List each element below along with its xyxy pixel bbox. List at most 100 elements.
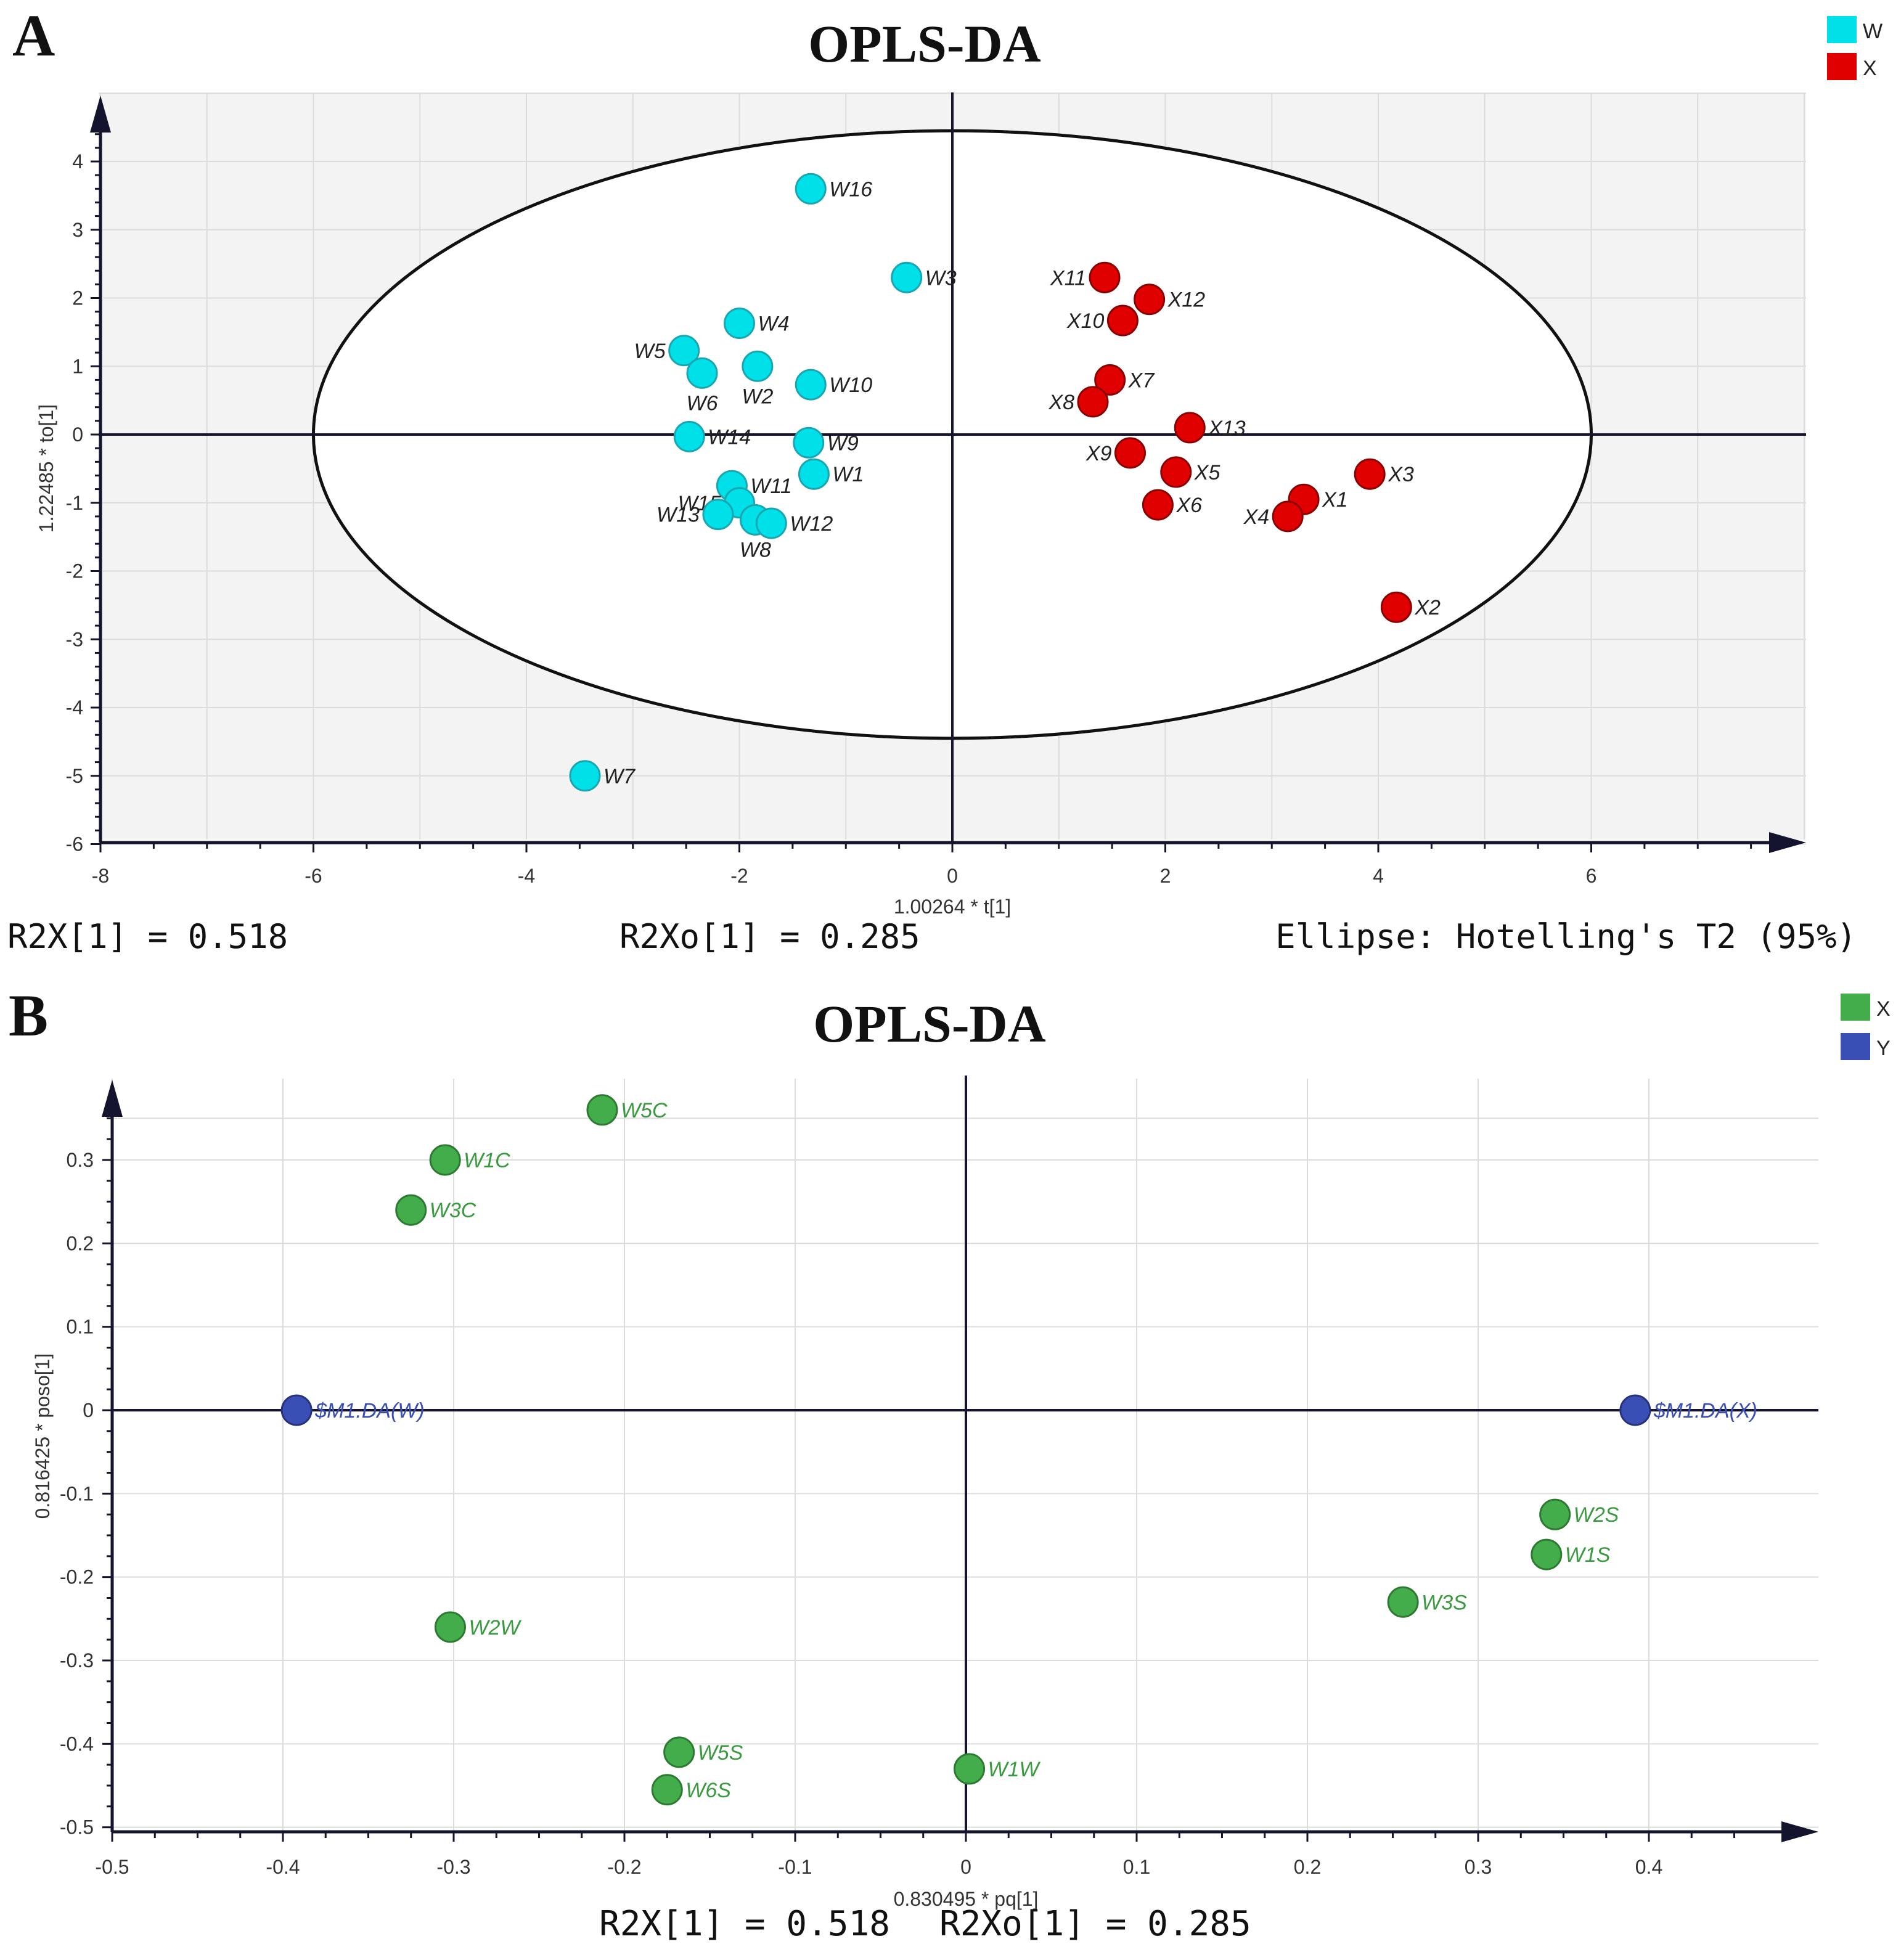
legend-x-swatch [1827,53,1857,80]
point-w9: W9 [793,427,859,459]
point-x2: X2 [1380,591,1441,623]
marker-w1s [1531,1538,1563,1570]
point-w6s: W6S [651,1774,731,1806]
marker-x7 [1094,364,1126,396]
y-tick-label: -0.1 [60,1482,94,1505]
point-x8: X8 [1048,386,1109,418]
panel-b-title: OPLS-DA [813,994,1045,1053]
panel-a-r2x: R2X[1] = 0.518 [7,917,288,956]
point-w3s: W3S [1387,1586,1467,1618]
marker-w2 [742,350,774,382]
point-x9: X9 [1085,437,1146,469]
point-x7: X7 [1094,364,1155,396]
marker-w5 [668,335,700,367]
point-w5s: W5S [663,1736,743,1768]
panel-b-r2x: R2X[1] = 0.518 [599,1904,890,1944]
marker-w14 [673,420,705,452]
point-w14: W14 [673,420,751,452]
marker-w10 [795,369,827,401]
point-w12: W12 [755,507,833,539]
panel-a-ticks: -8 -6 -4 -2 0 2 4 6 -6 -5 -4 -3 -2 -1 0 1 2 3 4 [66,133,1752,887]
panel-a-y-axis-label: 1.22485 * to[1] [35,404,57,533]
y-tick-label: -3 [66,628,83,650]
legend-w-swatch [1827,16,1857,43]
x-tick-label: 0.2 [1294,1856,1321,1878]
label-w2w: W2W [468,1616,521,1639]
label-x11: X11 [1050,266,1086,290]
marker-x4 [1272,500,1304,533]
point-x6: X6 [1142,489,1202,521]
x-tick-label: 2 [1160,865,1171,887]
y-tick-label: -4 [66,696,83,719]
label-x3: X3 [1388,463,1414,486]
panel-b: B OPLS-DA X Y -0.5 -0.4 -0.3 -0.2 -0.1 0 0.1 0.… [9,982,1891,1944]
point-x12: X12 [1134,284,1205,316]
point-w4: W4 [724,307,790,339]
label-w1c: W1C [464,1149,510,1172]
x-tick-label: -4 [518,865,535,887]
y-tick-label: 3 [72,219,83,241]
label-x8: X8 [1048,391,1074,414]
marker-x11 [1089,261,1121,293]
y-tick-label: -0.4 [60,1733,94,1755]
label-w8: W8 [740,538,771,561]
marker-x9 [1114,437,1146,469]
label-x1: X1 [1322,488,1348,512]
y-tick-label: 1 [72,355,83,377]
marker-w13 [702,499,734,531]
x-tick-label: -6 [305,865,322,887]
panel-b-letter: B [9,982,48,1048]
point-w3: W3 [891,261,957,293]
x-tick-label: -0.3 [436,1856,470,1878]
marker--m1-da-x- [1619,1394,1651,1426]
point-w16: W16 [795,173,872,205]
label-w16: W16 [829,178,872,201]
point-w5: W5 [634,335,700,367]
marker-w1 [798,458,830,490]
point-w13: W13 [656,499,734,531]
y-tick-label: -1 [66,492,83,514]
label-w9: W9 [827,431,859,455]
y-tick-label: 0.2 [67,1232,94,1254]
y-tick-label: -6 [66,833,83,855]
point--m1-da-x-: $M1.DA(X) [1619,1394,1757,1426]
x-axis-arrow [1781,1821,1818,1842]
marker-w2w [434,1611,466,1643]
marker-w4 [724,307,755,339]
marker-x3 [1354,458,1386,490]
x-tick-label: 0.4 [1635,1856,1662,1878]
y-tick-label: -0.2 [60,1566,94,1588]
point-w3c: W3C [395,1194,476,1226]
point-w5c: W5C [586,1094,668,1126]
y-tick-label: -0.5 [60,1816,94,1839]
marker-w3c [395,1194,427,1226]
label-x10: X10 [1066,309,1105,333]
point-x4: X4 [1243,500,1304,533]
y-tick-label: -2 [66,560,83,582]
point-w7: W7 [569,760,636,792]
label-w2s: W2S [1574,1503,1619,1527]
panel-b-legend: X Y [1841,994,1891,1060]
x-tick-label: 0.1 [1123,1856,1150,1878]
label-w5c: W5C [621,1099,668,1122]
marker-w7 [569,760,601,792]
point-x11: X11 [1050,261,1121,293]
panel-a-r2xo: R2Xo[1] = 0.285 [619,917,920,956]
panel-b-points: W5C W1C W3C W2W W5S W6S W1W W2S W1S W3S $M1.DA(W) $… [280,1094,1757,1806]
point-x13: X13 [1174,412,1246,444]
x-tick-label: -0.4 [266,1856,300,1878]
legend-y-blue-swatch [1841,1033,1870,1060]
y-tick-label: 4 [72,150,83,173]
x-tick-label: -8 [92,865,109,887]
x-tick-label: -0.5 [95,1856,129,1878]
point-w2w: W2W [434,1611,521,1643]
panel-b-r2xo: R2Xo[1] = 0.285 [939,1904,1251,1944]
x-tick-label: -0.2 [607,1856,641,1878]
marker-w3s [1387,1586,1419,1618]
point-x5: X5 [1160,456,1220,488]
legend-x-green-swatch [1841,994,1870,1021]
y-axis-arrow [102,1080,123,1117]
y-tick-label: 0.1 [67,1316,94,1338]
legend-y-blue-label: Y [1876,1037,1891,1060]
marker-x12 [1134,284,1166,316]
